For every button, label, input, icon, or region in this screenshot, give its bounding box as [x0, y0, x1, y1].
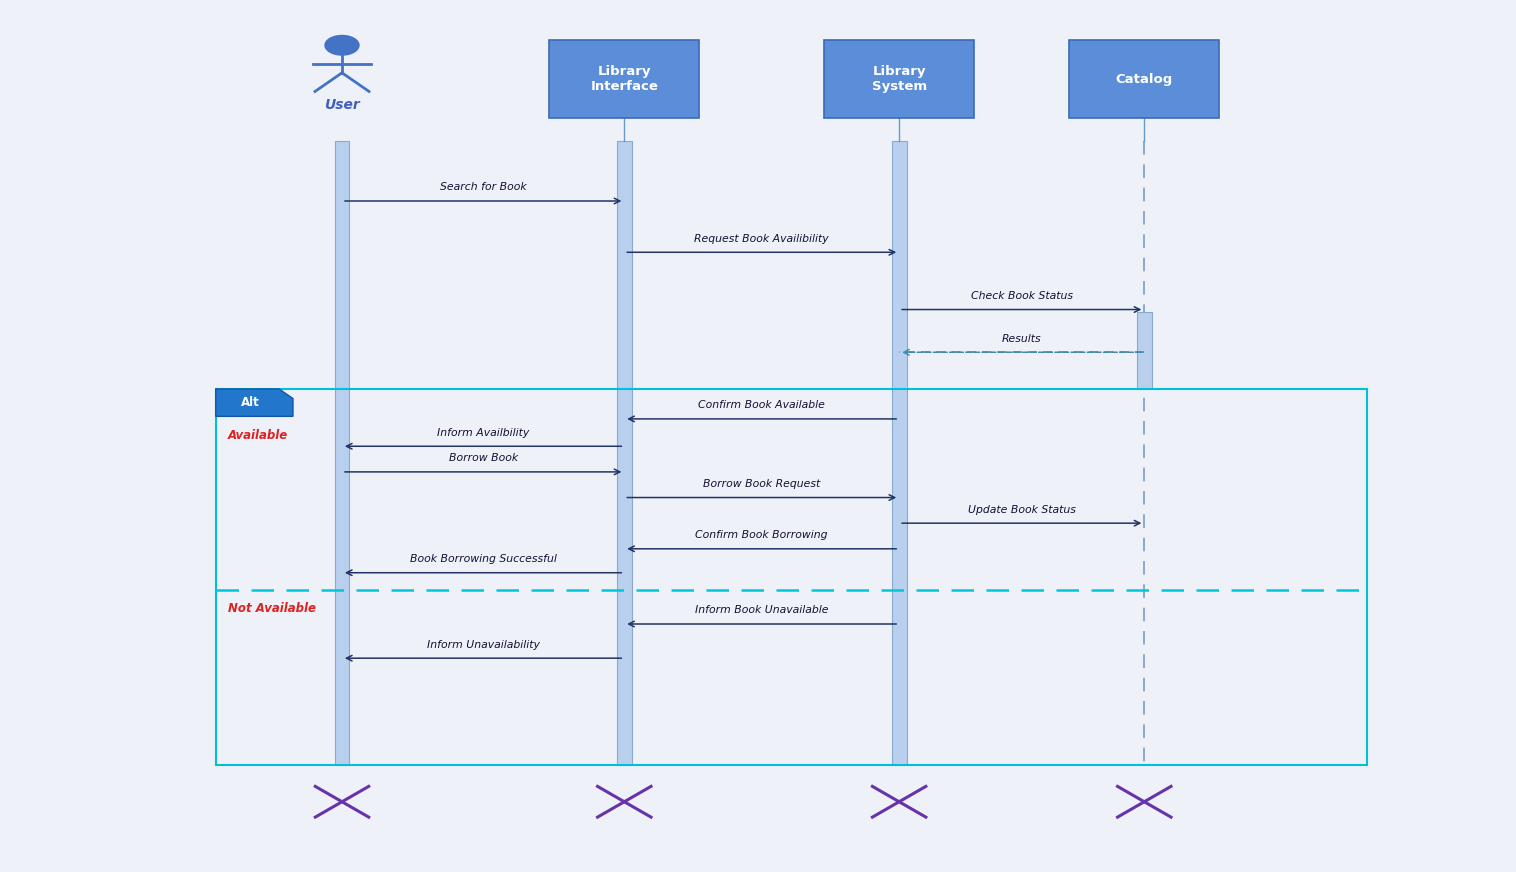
FancyBboxPatch shape — [549, 40, 699, 118]
Text: Library
Interface: Library Interface — [590, 65, 658, 93]
Bar — [617, 141, 632, 765]
Text: Inform Availbility: Inform Availbility — [437, 427, 529, 438]
Text: Alt: Alt — [241, 396, 259, 409]
Text: Borrow Book Request: Borrow Book Request — [703, 479, 820, 489]
FancyBboxPatch shape — [1069, 40, 1219, 118]
Text: Borrow Book: Borrow Book — [449, 453, 517, 463]
Text: Catalog: Catalog — [1116, 72, 1173, 85]
FancyBboxPatch shape — [825, 40, 975, 118]
Text: Available: Available — [227, 429, 288, 441]
Text: Not Available: Not Available — [227, 603, 315, 615]
Text: Confirm Book Borrowing: Confirm Book Borrowing — [696, 530, 828, 541]
Text: User: User — [324, 99, 359, 112]
Text: Book Borrowing Successful: Book Borrowing Successful — [409, 555, 556, 564]
Bar — [335, 141, 349, 765]
Bar — [215, 389, 1367, 765]
Text: Inform Book Unavailable: Inform Book Unavailable — [694, 605, 828, 616]
Polygon shape — [215, 389, 293, 416]
Text: Request Book Availibility: Request Book Availibility — [694, 234, 829, 243]
Bar — [891, 141, 907, 765]
Bar — [1137, 312, 1152, 389]
Text: Library
System: Library System — [872, 65, 926, 93]
Text: Results: Results — [1002, 334, 1041, 344]
Circle shape — [324, 36, 359, 55]
Text: Search for Book: Search for Book — [440, 182, 526, 193]
Text: Update Book Status: Update Book Status — [967, 505, 1076, 514]
Text: Inform Unavailability: Inform Unavailability — [426, 640, 540, 650]
Text: Check Book Status: Check Book Status — [970, 291, 1073, 301]
Text: Confirm Book Available: Confirm Book Available — [699, 400, 825, 411]
